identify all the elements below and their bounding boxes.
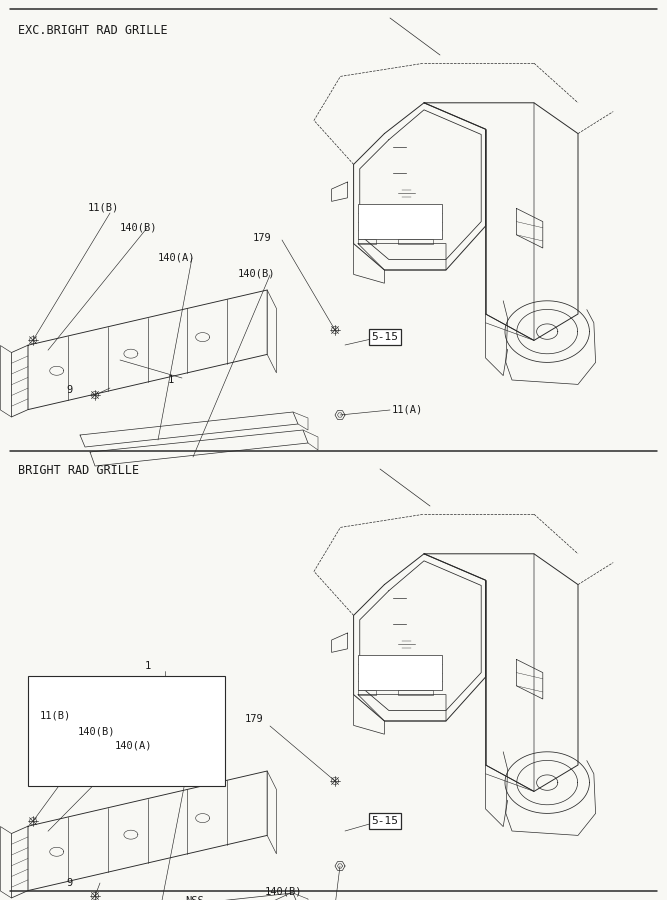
Bar xyxy=(28,676,225,786)
Text: 5-15: 5-15 xyxy=(372,816,398,826)
Text: 140(B): 140(B) xyxy=(78,726,115,736)
Text: 9: 9 xyxy=(66,385,72,395)
Text: 140(A): 140(A) xyxy=(158,253,195,263)
Text: 11(B): 11(B) xyxy=(40,711,71,721)
Text: 140(A): 140(A) xyxy=(115,741,153,751)
Text: BRIGHT RAD GRILLE: BRIGHT RAD GRILLE xyxy=(18,464,139,476)
Bar xyxy=(358,655,442,690)
Text: 9: 9 xyxy=(66,878,72,888)
Text: 179: 179 xyxy=(253,233,271,243)
Text: 11(B): 11(B) xyxy=(88,203,119,213)
Text: 5-15: 5-15 xyxy=(372,332,398,342)
Bar xyxy=(358,204,442,239)
Text: 179: 179 xyxy=(245,714,263,724)
Text: EXC.BRIGHT RAD GRILLE: EXC.BRIGHT RAD GRILLE xyxy=(18,23,167,37)
Text: 140(B): 140(B) xyxy=(120,223,157,233)
Text: 1: 1 xyxy=(145,661,151,671)
Text: 1: 1 xyxy=(168,375,174,385)
Text: NSS: NSS xyxy=(185,896,203,900)
Text: 140(B): 140(B) xyxy=(238,269,275,279)
Text: 140(B): 140(B) xyxy=(265,886,303,896)
Text: 11(A): 11(A) xyxy=(392,405,424,415)
